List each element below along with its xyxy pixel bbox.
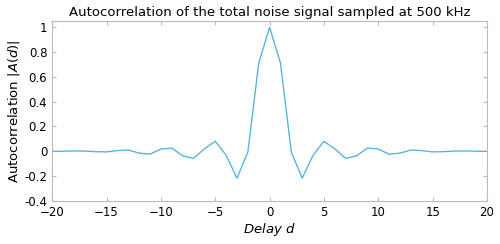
Y-axis label: Autocorrelation $|A(d)|$: Autocorrelation $|A(d)|$ bbox=[6, 39, 22, 183]
Title: Autocorrelation of the total noise signal sampled at 500 kHz: Autocorrelation of the total noise signa… bbox=[69, 6, 470, 19]
X-axis label: Delay $d$: Delay $d$ bbox=[244, 222, 296, 238]
